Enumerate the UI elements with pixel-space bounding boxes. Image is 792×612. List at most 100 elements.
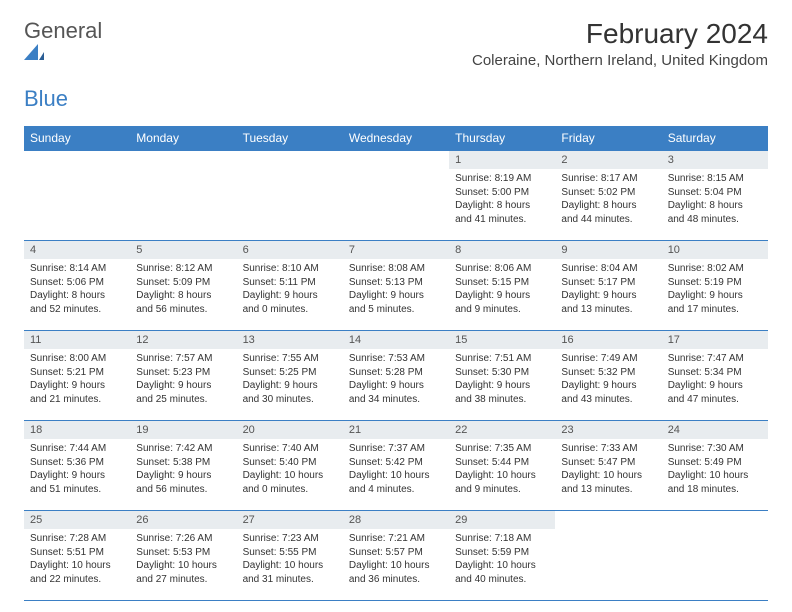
day-number: 28 [343, 511, 449, 529]
day-line: Sunrise: 7:26 AM [136, 532, 230, 546]
day-line: Sunrise: 8:15 AM [668, 172, 762, 186]
day-line: and 51 minutes. [30, 483, 124, 497]
day-line: and 52 minutes. [30, 303, 124, 317]
day-line: Sunrise: 7:37 AM [349, 442, 443, 456]
day-line: Daylight: 10 hours [668, 469, 762, 483]
calendar-row: 18Sunrise: 7:44 AMSunset: 5:36 PMDayligh… [24, 421, 768, 511]
day-line: Daylight: 10 hours [455, 559, 549, 573]
day-line: Sunrise: 7:42 AM [136, 442, 230, 456]
calendar-row: 4Sunrise: 8:14 AMSunset: 5:06 PMDaylight… [24, 241, 768, 331]
day-details: Sunrise: 7:40 AMSunset: 5:40 PMDaylight:… [237, 439, 343, 502]
day-line: and 40 minutes. [455, 573, 549, 587]
day-number: 4 [24, 241, 130, 259]
day-line: Sunrise: 7:53 AM [349, 352, 443, 366]
day-line: Sunrise: 7:51 AM [455, 352, 549, 366]
day-line: Sunrise: 7:21 AM [349, 532, 443, 546]
day-line: and 22 minutes. [30, 573, 124, 587]
day-line: and 43 minutes. [561, 393, 655, 407]
day-line: Sunset: 5:30 PM [455, 366, 549, 380]
day-header: Thursday [449, 126, 555, 151]
day-line: Daylight: 9 hours [455, 289, 549, 303]
day-details: Sunrise: 7:47 AMSunset: 5:34 PMDaylight:… [662, 349, 768, 412]
calendar-cell: 11Sunrise: 8:00 AMSunset: 5:21 PMDayligh… [24, 331, 130, 421]
calendar-cell: 14Sunrise: 7:53 AMSunset: 5:28 PMDayligh… [343, 331, 449, 421]
day-details: Sunrise: 8:02 AMSunset: 5:19 PMDaylight:… [662, 259, 768, 322]
day-line: Sunset: 5:59 PM [455, 546, 549, 560]
day-header: Tuesday [237, 126, 343, 151]
calendar-cell: 19Sunrise: 7:42 AMSunset: 5:38 PMDayligh… [130, 421, 236, 511]
calendar-cell: 1Sunrise: 8:19 AMSunset: 5:00 PMDaylight… [449, 151, 555, 241]
calendar-head: SundayMondayTuesdayWednesdayThursdayFrid… [24, 126, 768, 151]
day-line: Sunset: 5:17 PM [561, 276, 655, 290]
logo-text: GeneralBlue [24, 18, 102, 112]
day-line: Sunset: 5:34 PM [668, 366, 762, 380]
day-number: 10 [662, 241, 768, 259]
day-line: Sunrise: 7:57 AM [136, 352, 230, 366]
day-header: Saturday [662, 126, 768, 151]
day-line: Daylight: 9 hours [561, 289, 655, 303]
day-details: Sunrise: 7:55 AMSunset: 5:25 PMDaylight:… [237, 349, 343, 412]
day-details: Sunrise: 7:51 AMSunset: 5:30 PMDaylight:… [449, 349, 555, 412]
day-number: 9 [555, 241, 661, 259]
day-line: Sunset: 5:15 PM [455, 276, 549, 290]
day-line: Sunrise: 8:02 AM [668, 262, 762, 276]
calendar-cell: 8Sunrise: 8:06 AMSunset: 5:15 PMDaylight… [449, 241, 555, 331]
day-line: and 21 minutes. [30, 393, 124, 407]
day-number: 20 [237, 421, 343, 439]
day-line: and 27 minutes. [136, 573, 230, 587]
day-number: 24 [662, 421, 768, 439]
day-line: Daylight: 8 hours [136, 289, 230, 303]
title-block: February 2024 Coleraine, Northern Irelan… [472, 18, 768, 69]
day-line: Daylight: 10 hours [243, 559, 337, 573]
day-line: Daylight: 8 hours [561, 199, 655, 213]
day-line: Daylight: 10 hours [243, 469, 337, 483]
day-details: Sunrise: 7:42 AMSunset: 5:38 PMDaylight:… [130, 439, 236, 502]
calendar-table: SundayMondayTuesdayWednesdayThursdayFrid… [24, 126, 768, 601]
calendar-cell: 18Sunrise: 7:44 AMSunset: 5:36 PMDayligh… [24, 421, 130, 511]
day-line: and 18 minutes. [668, 483, 762, 497]
day-number: 8 [449, 241, 555, 259]
calendar-cell: 12Sunrise: 7:57 AMSunset: 5:23 PMDayligh… [130, 331, 236, 421]
day-number: 7 [343, 241, 449, 259]
day-line: Daylight: 9 hours [136, 469, 230, 483]
day-header: Wednesday [343, 126, 449, 151]
day-details: Sunrise: 8:12 AMSunset: 5:09 PMDaylight:… [130, 259, 236, 322]
calendar-cell [555, 511, 661, 601]
day-line: and 0 minutes. [243, 483, 337, 497]
calendar-cell: 26Sunrise: 7:26 AMSunset: 5:53 PMDayligh… [130, 511, 236, 601]
day-details: Sunrise: 8:08 AMSunset: 5:13 PMDaylight:… [343, 259, 449, 322]
day-line: and 48 minutes. [668, 213, 762, 227]
calendar-row: 1Sunrise: 8:19 AMSunset: 5:00 PMDaylight… [24, 151, 768, 241]
day-details: Sunrise: 8:06 AMSunset: 5:15 PMDaylight:… [449, 259, 555, 322]
day-number: 5 [130, 241, 236, 259]
day-line: Daylight: 8 hours [455, 199, 549, 213]
day-details: Sunrise: 8:14 AMSunset: 5:06 PMDaylight:… [24, 259, 130, 322]
day-details: Sunrise: 7:49 AMSunset: 5:32 PMDaylight:… [555, 349, 661, 412]
calendar-cell: 2Sunrise: 8:17 AMSunset: 5:02 PMDaylight… [555, 151, 661, 241]
day-details: Sunrise: 7:23 AMSunset: 5:55 PMDaylight:… [237, 529, 343, 592]
day-line: Daylight: 9 hours [243, 289, 337, 303]
calendar-body: 1Sunrise: 8:19 AMSunset: 5:00 PMDaylight… [24, 151, 768, 601]
day-number: 14 [343, 331, 449, 349]
day-details: Sunrise: 7:44 AMSunset: 5:36 PMDaylight:… [24, 439, 130, 502]
day-line: Sunset: 5:04 PM [668, 186, 762, 200]
day-line: and 13 minutes. [561, 303, 655, 317]
day-number: 26 [130, 511, 236, 529]
day-number: 23 [555, 421, 661, 439]
day-line: Sunset: 5:32 PM [561, 366, 655, 380]
day-line: and 5 minutes. [349, 303, 443, 317]
day-number: 1 [449, 151, 555, 169]
day-line: Sunrise: 7:49 AM [561, 352, 655, 366]
day-line: Sunrise: 7:33 AM [561, 442, 655, 456]
calendar-cell: 16Sunrise: 7:49 AMSunset: 5:32 PMDayligh… [555, 331, 661, 421]
calendar-cell: 24Sunrise: 7:30 AMSunset: 5:49 PMDayligh… [662, 421, 768, 511]
day-number: 27 [237, 511, 343, 529]
calendar-cell: 5Sunrise: 8:12 AMSunset: 5:09 PMDaylight… [130, 241, 236, 331]
day-line: and 4 minutes. [349, 483, 443, 497]
day-line: Sunrise: 8:19 AM [455, 172, 549, 186]
day-line: and 44 minutes. [561, 213, 655, 227]
day-details: Sunrise: 8:00 AMSunset: 5:21 PMDaylight:… [24, 349, 130, 412]
day-line: Sunset: 5:21 PM [30, 366, 124, 380]
day-details: Sunrise: 7:35 AMSunset: 5:44 PMDaylight:… [449, 439, 555, 502]
day-line: and 34 minutes. [349, 393, 443, 407]
